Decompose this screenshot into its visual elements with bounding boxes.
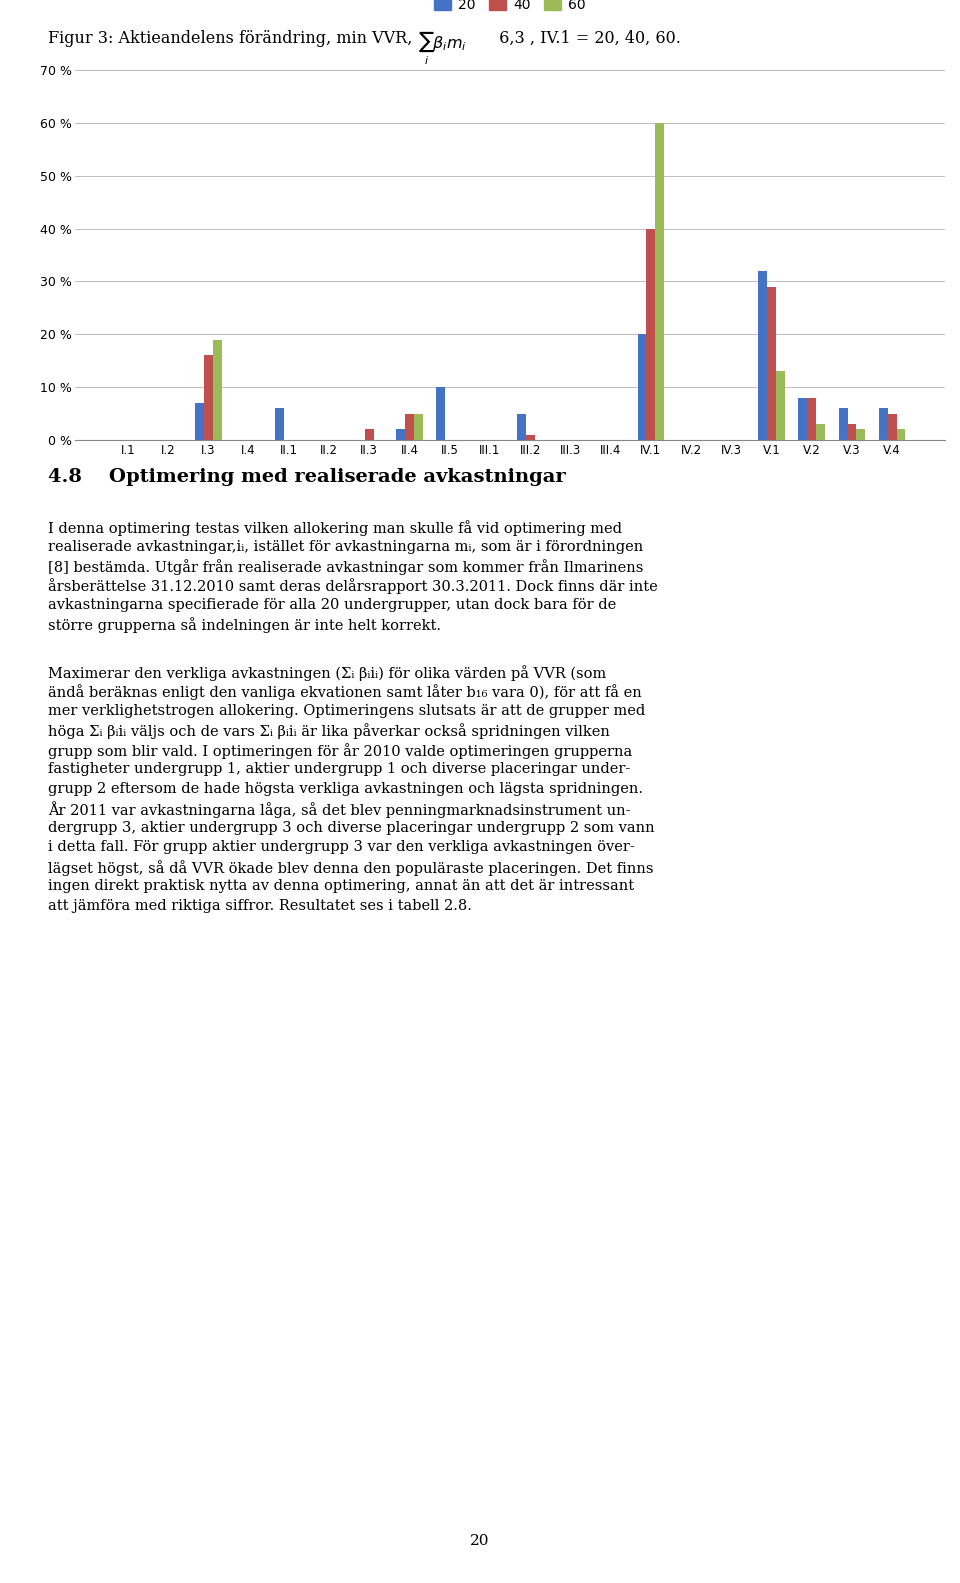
Bar [396,429,405,440]
Text: dergrupp 3, aktier undergrupp 3 och diverse placeringar undergrupp 2 som vann: dergrupp 3, aktier undergrupp 3 och dive… [48,822,655,834]
Bar [213,340,222,440]
Text: realiserade avkastningar,iᵢ, istället för avkastningarna mᵢ, som är i förordning: realiserade avkastningar,iᵢ, istället fö… [48,540,643,554]
Text: fastigheter undergrupp 1, aktier undergrupp 1 och diverse placeringar under-: fastigheter undergrupp 1, aktier undergr… [48,763,631,777]
Text: 6,3 , IV.1 = 20, 40, 60.: 6,3 , IV.1 = 20, 40, 60. [494,30,682,47]
Bar [276,408,284,440]
Bar [437,388,445,440]
Text: ändå beräknas enligt den vanliga ekvationen samt låter b₁₆ vara 0), för att få e: ändå beräknas enligt den vanliga ekvatio… [48,684,641,700]
Text: lägset högst, så då VVR ökade blev denna den populäraste placeringen. Det finns: lägset högst, så då VVR ökade blev denna… [48,860,654,875]
Text: höga Σᵢ βᵢiᵢ väljs och de vars Σᵢ βᵢiᵢ är lika påverkar också spridningen vilken: höga Σᵢ βᵢiᵢ väljs och de vars Σᵢ βᵢiᵢ ä… [48,723,610,739]
Text: årsberättelse 31.12.2010 samt deras delårsrapport 30.3.2011. Dock finns där inte: årsberättelse 31.12.2010 samt deras delå… [48,578,658,594]
Legend: 20, 40, 60: 20, 40, 60 [432,0,588,16]
Text: 20: 20 [470,1534,490,1548]
Text: grupp som blir vald. I optimeringen för år 2010 valde optimeringen grupperna: grupp som blir vald. I optimeringen för … [48,742,633,758]
Bar [856,429,865,440]
Text: [8] bestämda. Utgår från realiserade avkastningar som kommer från Ilmarinens: [8] bestämda. Utgår från realiserade avk… [48,559,643,575]
Bar [414,413,422,440]
Text: i detta fall. För grupp aktier undergrupp 3 var den verkliga avkastningen över-: i detta fall. För grupp aktier undergrup… [48,841,635,855]
Bar [516,413,526,440]
Bar [365,429,373,440]
Bar [526,435,535,440]
Text: att jämföra med riktiga siffror. Resultatet ses i tabell 2.8.: att jämföra med riktiga siffror. Resulta… [48,899,472,913]
Text: ingen direkt praktisk nytta av denna optimering, annat än att det är intressant: ingen direkt praktisk nytta av denna opt… [48,880,635,893]
Bar [776,372,784,440]
Bar [656,123,664,440]
Text: avkastningarna specifierade för alla 20 undergrupper, utan dock bara för de: avkastningarna specifierade för alla 20 … [48,598,616,613]
Text: större grupperna så indelningen är inte helt korrekt.: större grupperna så indelningen är inte … [48,617,441,633]
Text: I denna optimering testas vilken allokering man skulle få vid optimering med: I denna optimering testas vilken alloker… [48,519,622,537]
Bar [839,408,848,440]
Bar [816,424,825,440]
Bar [888,413,897,440]
Text: År 2011 var avkastningarna låga, så det blev penningmarknadsinstrument un-: År 2011 var avkastningarna låga, så det … [48,801,631,818]
Bar [897,429,905,440]
Text: Figur 3: Aktieandelens förändring, min VVR,: Figur 3: Aktieandelens förändring, min V… [48,30,418,47]
Bar [195,404,204,440]
Text: grupp 2 eftersom de hade högsta verkliga avkastningen och lägsta spridningen.: grupp 2 eftersom de hade högsta verkliga… [48,782,643,796]
Text: mer verklighetstrogen allokering. Optimeringens slutsats är att de grupper med: mer verklighetstrogen allokering. Optime… [48,704,645,719]
Bar [807,397,816,440]
Text: 4.8    Optimering med realiserade avkastningar: 4.8 Optimering med realiserade avkastnin… [48,469,565,486]
Bar [405,413,414,440]
Text: $\sum_i \beta_i m_i$: $\sum_i \beta_i m_i$ [418,30,467,68]
Bar [767,287,776,440]
Bar [879,408,888,440]
Text: Maximerar den verkliga avkastningen (Σᵢ βᵢiᵢ) för olika värden på VVR (som: Maximerar den verkliga avkastningen (Σᵢ … [48,665,607,681]
Bar [646,228,656,440]
Bar [637,334,646,440]
Bar [204,356,213,440]
Bar [848,424,856,440]
Bar [758,271,767,440]
Bar [799,397,807,440]
